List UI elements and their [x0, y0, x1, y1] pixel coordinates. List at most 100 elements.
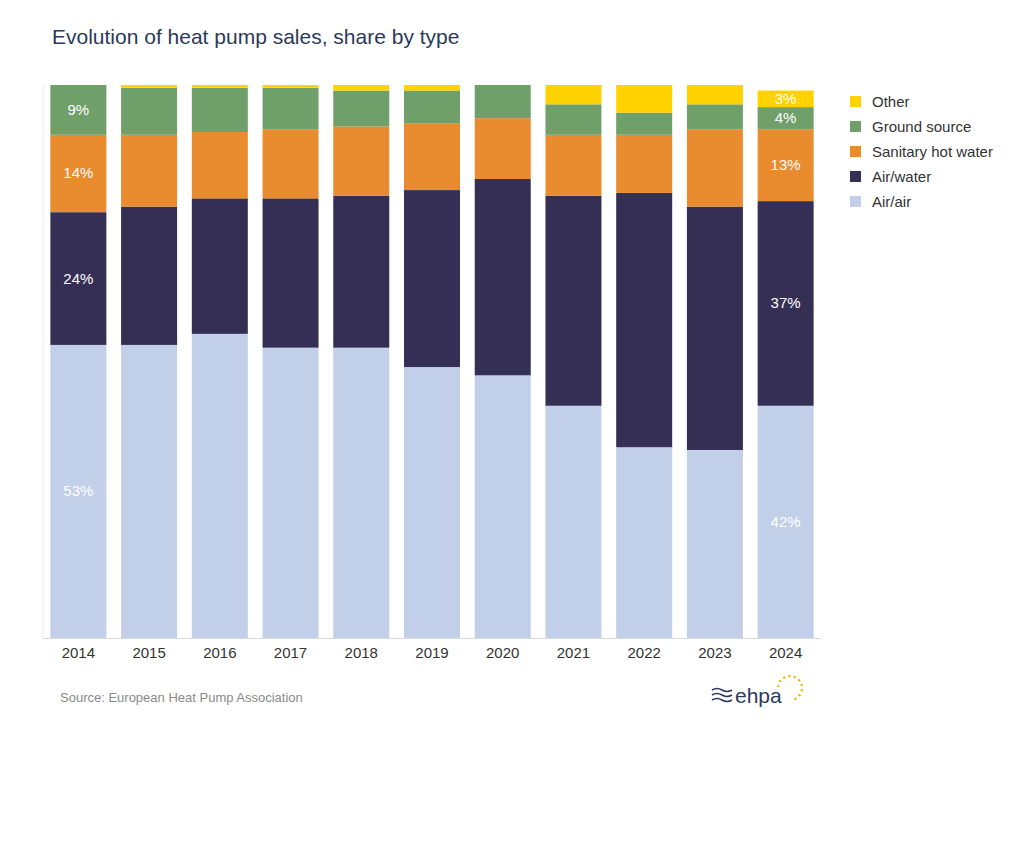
bar-segment — [616, 135, 672, 193]
bar-segment — [192, 132, 248, 198]
x-tick-label: 2023 — [698, 644, 731, 661]
bar-segment — [333, 348, 389, 638]
legend-swatch — [850, 171, 861, 182]
bar-segment — [545, 85, 601, 104]
x-axis-line — [43, 638, 821, 639]
logo-star — [783, 676, 785, 678]
legend: OtherGround sourceSanitary hot waterAir/… — [850, 93, 993, 210]
x-tick-label: 2022 — [627, 644, 660, 661]
bar-segment — [333, 126, 389, 195]
data-label: 42% — [771, 513, 801, 530]
bar-segment — [404, 124, 460, 190]
bar-segment — [687, 104, 743, 129]
logo-star — [793, 676, 795, 678]
bar-segment — [263, 198, 319, 347]
legend-label: Air/air — [872, 193, 911, 210]
bar-segment — [192, 85, 248, 88]
bar-segment — [50, 135, 106, 212]
bar-segment — [616, 193, 672, 447]
bar-segment — [263, 348, 319, 638]
logo-star — [794, 697, 796, 699]
bar-segment — [121, 207, 177, 345]
bar-segment — [50, 345, 106, 638]
bar-segment — [263, 129, 319, 198]
bar-segment — [687, 85, 743, 104]
legend-swatch — [850, 146, 861, 157]
bar-segment — [687, 207, 743, 450]
bar-segment — [758, 406, 814, 638]
bar-segment — [758, 201, 814, 406]
logo-star — [798, 679, 800, 681]
data-label: 37% — [771, 294, 801, 311]
data-label: 53% — [63, 482, 93, 499]
data-label: 24% — [63, 270, 93, 287]
bar-segment — [545, 135, 601, 196]
bar-segment — [475, 179, 531, 375]
data-labels: 53% 42% 24% 37% 14% 13% 9% 4% 3% — [63, 90, 800, 530]
logo-wave — [712, 699, 732, 702]
title: Evolution of heat pump sales, share by t… — [52, 25, 459, 48]
bar-segment — [121, 345, 177, 638]
data-label: 9% — [68, 101, 90, 118]
bar-segment — [50, 85, 106, 135]
bar-segment — [616, 113, 672, 135]
data-label: 13% — [771, 156, 801, 173]
bar-segment — [475, 85, 531, 86]
bar-segment — [404, 190, 460, 367]
bar-segment — [192, 88, 248, 132]
source: Source: European Heat Pump Association — [60, 690, 303, 705]
x-tick-label: 2020 — [486, 644, 519, 661]
logo-text: ehpa — [735, 684, 782, 707]
data-label: 14% — [63, 164, 93, 181]
chart: Evolution of heat pump sales, share by t… — [0, 0, 1024, 853]
bar-segment — [545, 406, 601, 638]
bar-segment — [121, 135, 177, 207]
legend-swatch — [850, 121, 861, 132]
y-axis-line — [43, 85, 44, 638]
logo-wave — [712, 694, 732, 697]
logo-wave — [712, 689, 732, 692]
bar-segment — [616, 85, 672, 113]
bar-segment — [758, 129, 814, 201]
logo-star — [801, 689, 803, 691]
bar-segment — [50, 212, 106, 345]
bar-segment — [545, 104, 601, 134]
bar-segment — [121, 88, 177, 135]
x-tick-label: 2021 — [557, 644, 590, 661]
x-tick-label: 2014 — [62, 644, 95, 661]
bar-segment — [263, 85, 319, 88]
bars — [50, 85, 813, 638]
bar-segment — [758, 91, 814, 108]
bar-segment — [475, 118, 531, 179]
bar-segment — [687, 129, 743, 206]
x-tick-label: 2018 — [345, 644, 378, 661]
legend-swatch — [850, 196, 861, 207]
x-tick-label: 2024 — [769, 644, 802, 661]
logo-star — [788, 675, 790, 677]
bar-segment — [192, 334, 248, 638]
logo: ehpa — [712, 675, 803, 707]
x-tick-label: 2017 — [274, 644, 307, 661]
x-tick-label: 2016 — [203, 644, 236, 661]
legend-label: Other — [872, 93, 910, 110]
bar-segment — [333, 91, 389, 127]
data-label: 3% — [775, 90, 797, 107]
x-tick-label: 2019 — [415, 644, 448, 661]
logo-star — [800, 684, 802, 686]
x-tick-label: 2015 — [132, 644, 165, 661]
bar-segment — [50, 85, 106, 86]
bar-segment — [263, 88, 319, 129]
legend-label: Air/water — [872, 168, 931, 185]
bar-segment — [404, 367, 460, 638]
legend-swatch — [850, 96, 861, 107]
legend-label: Ground source — [872, 118, 971, 135]
logo-star — [779, 680, 781, 682]
bar-segment — [192, 198, 248, 333]
bar-segment — [404, 85, 460, 91]
bar-segment — [475, 85, 531, 118]
bar-segment — [333, 196, 389, 348]
data-label: 4% — [775, 109, 797, 126]
bar-segment — [121, 85, 177, 88]
bar-segment — [687, 450, 743, 638]
bar-segment — [758, 107, 814, 129]
